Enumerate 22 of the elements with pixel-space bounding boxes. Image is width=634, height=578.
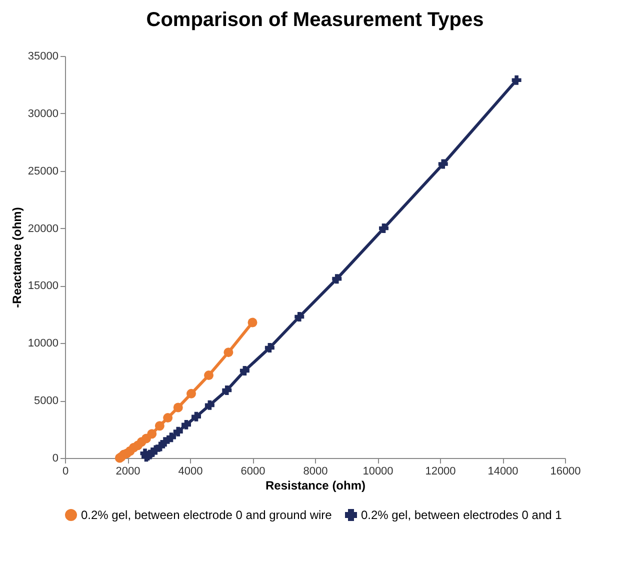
y-tick-label: 20000 xyxy=(28,222,58,235)
x-tick-label: 12000 xyxy=(425,466,456,478)
x-tick-label: 14000 xyxy=(488,466,518,478)
y-tick-label: 0 xyxy=(52,452,58,464)
x-tick-label: 6000 xyxy=(240,466,266,478)
chart-title: Comparison of Measurement Types xyxy=(146,9,484,31)
y-tick-label: 35000 xyxy=(28,50,58,62)
x-tick-label: 10000 xyxy=(362,466,394,478)
y-tick-label: 15000 xyxy=(28,280,58,292)
legend-label: 0.2% gel, between electrode 0 and ground wire xyxy=(81,508,332,522)
x-tick-label: 8000 xyxy=(303,466,328,478)
y-tick-label: 30000 xyxy=(28,108,58,120)
y-axis-title: -Reactance (ohm) xyxy=(10,207,24,308)
y-tick-label: 5000 xyxy=(34,395,58,408)
x-tick-label: 4000 xyxy=(178,466,203,478)
x-axis-title: Resistance (ohm) xyxy=(265,478,366,492)
x-tick-label: 16000 xyxy=(550,466,581,478)
x-tick-label: 2000 xyxy=(116,466,140,478)
y-tick-label: 10000 xyxy=(28,338,58,350)
legend-label: 0.2% gel, between electrodes 0 and 1 xyxy=(361,508,562,522)
y-tick-label: 25000 xyxy=(28,165,58,178)
x-tick-label: 0 xyxy=(62,466,69,478)
